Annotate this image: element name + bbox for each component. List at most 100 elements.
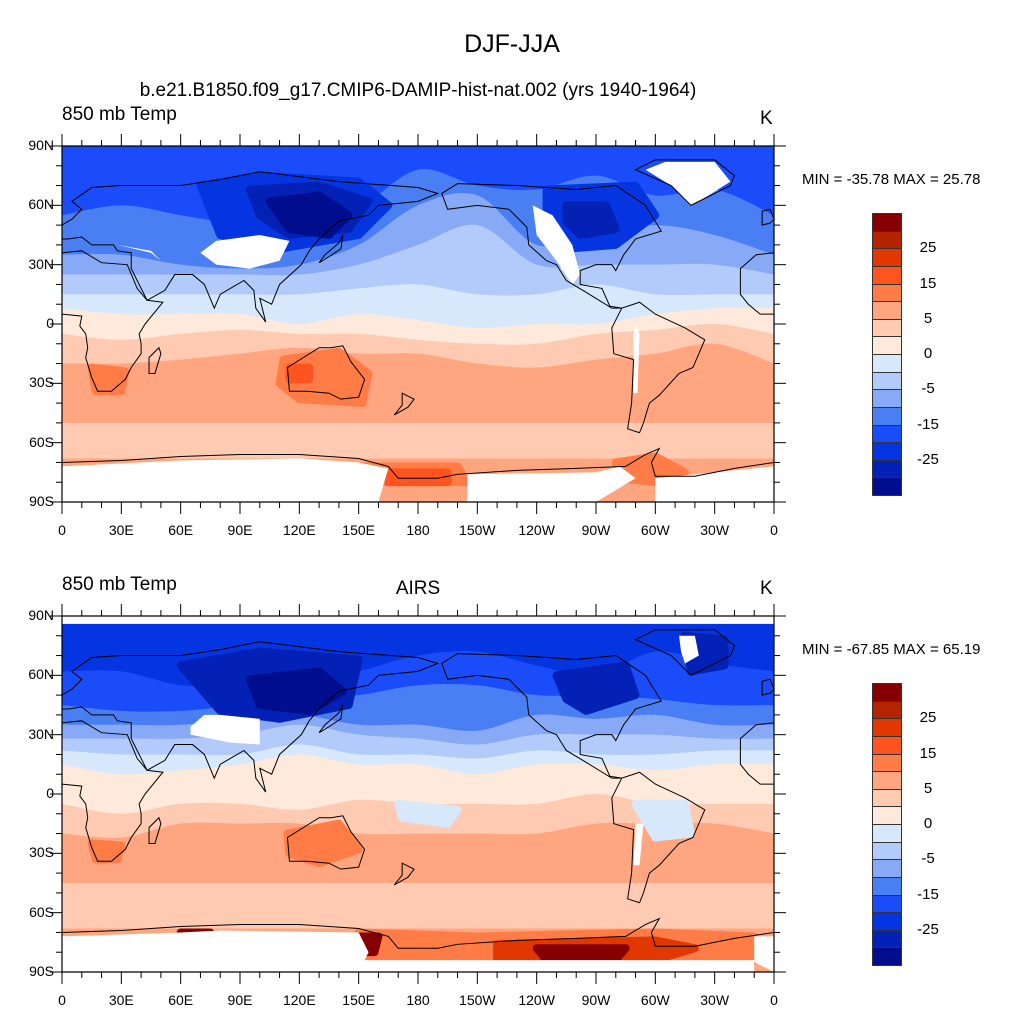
lon-label: 150W bbox=[459, 522, 496, 538]
colorbar-box bbox=[872, 336, 902, 355]
lon-label: 120W bbox=[518, 522, 555, 538]
lat-label: 0 bbox=[46, 785, 54, 801]
missing-data-mask bbox=[679, 635, 699, 664]
lon-label: 30W bbox=[700, 522, 730, 538]
colorbar-box bbox=[872, 824, 902, 843]
coastline-antarctica bbox=[62, 449, 774, 479]
lon-label: 60W bbox=[640, 992, 670, 1008]
coastline-australia bbox=[287, 346, 364, 399]
coastline-greenland bbox=[636, 630, 735, 675]
contour-fill bbox=[552, 661, 640, 715]
lat-label: 60N bbox=[28, 196, 54, 213]
colorbar-box bbox=[872, 912, 902, 931]
lat-label: 90N bbox=[28, 607, 54, 623]
contour-fill bbox=[285, 363, 314, 384]
missing-data-mask bbox=[532, 205, 581, 285]
coastline-japan bbox=[319, 235, 343, 263]
colorbar-box bbox=[872, 876, 902, 896]
contour-fill bbox=[394, 799, 462, 828]
colorbar-box bbox=[872, 389, 902, 408]
contour-fill bbox=[562, 201, 620, 239]
coastline-samerica bbox=[612, 772, 705, 903]
panel2-units: K bbox=[760, 578, 773, 599]
panel1-units: K bbox=[760, 108, 773, 129]
temperature-field bbox=[62, 616, 774, 972]
colorbar-label: -25 bbox=[917, 450, 939, 468]
coastline-namerica bbox=[442, 184, 662, 309]
lat-label: 90S bbox=[29, 493, 54, 509]
panel1-center-string: b.e21.B1850.f09_g17.CMIP6-DAMIP-hist-nat… bbox=[139, 80, 697, 101]
panel1-map bbox=[62, 146, 774, 502]
lon-label: 0 bbox=[58, 992, 66, 1008]
colorbar-box bbox=[872, 700, 902, 720]
lon-label: 30E bbox=[108, 522, 134, 538]
colorbar-box bbox=[872, 929, 902, 949]
coastline-eurasia bbox=[62, 642, 438, 792]
coastline-africa bbox=[62, 721, 163, 861]
missing-data-mask bbox=[358, 960, 755, 972]
lat-label: 30S bbox=[29, 844, 54, 861]
colorbar-box bbox=[872, 753, 902, 773]
lon-label: 120W bbox=[518, 992, 555, 1008]
coastline-madagascar bbox=[149, 818, 161, 844]
coastline-africa bbox=[62, 251, 163, 391]
missing-data-mask bbox=[633, 823, 644, 866]
contour-fill bbox=[62, 883, 774, 929]
colorbar-box bbox=[872, 371, 902, 391]
lat-label: 30N bbox=[28, 255, 54, 272]
lon-label: 150E bbox=[342, 992, 375, 1008]
colorbar-box bbox=[872, 248, 902, 267]
colorbar-label: -25 bbox=[917, 920, 939, 938]
missing-data-mask bbox=[62, 616, 774, 624]
lon-label: 120E bbox=[282, 522, 316, 538]
lon-label: 150W bbox=[459, 992, 496, 1008]
missing-data-mask bbox=[754, 936, 774, 972]
colorbar-box bbox=[872, 406, 902, 426]
coastline-newzealand bbox=[394, 863, 414, 885]
lon-label: 120E bbox=[282, 992, 316, 1008]
coastline-uk bbox=[762, 679, 774, 695]
lon-label: 180 bbox=[406, 992, 430, 1008]
lon-label: 0 bbox=[58, 522, 66, 538]
colorbar-label: -5 bbox=[921, 850, 935, 868]
colorbar-box bbox=[872, 718, 902, 737]
colorbar-box bbox=[872, 806, 902, 825]
coastlines bbox=[62, 160, 774, 478]
contour-fill bbox=[384, 468, 452, 487]
missing-data-mask bbox=[200, 235, 290, 269]
lon-label: 90E bbox=[227, 992, 253, 1008]
coastline-newzealand bbox=[394, 393, 414, 415]
missing-data-mask bbox=[62, 458, 389, 502]
missing-data-mask bbox=[117, 244, 161, 261]
lon-label: 60W bbox=[640, 522, 670, 538]
coastline-namerica bbox=[442, 654, 662, 779]
colorbar-label: 25 bbox=[919, 239, 937, 257]
lon-label: 150E bbox=[342, 522, 375, 538]
colorbar-label: -15 bbox=[917, 885, 939, 903]
colorbar-label: -15 bbox=[917, 415, 939, 433]
lon-label: 180 bbox=[406, 522, 430, 538]
colorbar-box bbox=[872, 841, 902, 861]
colorbar-label: -5 bbox=[921, 380, 935, 398]
panel2-colorbar: 25 15 5 0 -5 -15 -25 bbox=[872, 683, 939, 966]
lat-label: 60S bbox=[29, 903, 54, 920]
lon-label: 0 bbox=[770, 992, 778, 1008]
lon-label: 90W bbox=[581, 992, 611, 1008]
contour-fill bbox=[245, 667, 347, 715]
coastline-uk bbox=[762, 209, 774, 225]
lat-label: 0 bbox=[46, 315, 54, 331]
colorbar-label: 5 bbox=[923, 779, 933, 797]
lon-label: 90W bbox=[581, 522, 611, 538]
missing-data-mask bbox=[645, 161, 731, 206]
coastline-greenland bbox=[636, 160, 735, 205]
missing-data-mask bbox=[190, 714, 260, 745]
colorbar-box bbox=[872, 735, 902, 755]
missing-data-mask bbox=[655, 466, 774, 502]
panel2-map bbox=[62, 616, 774, 972]
colorbar-box bbox=[872, 788, 902, 808]
contour-fill bbox=[631, 799, 695, 842]
colorbar-box bbox=[872, 424, 902, 444]
lat-label: 60S bbox=[29, 433, 54, 450]
panel1-left-string: 850 mb Temp bbox=[62, 104, 177, 125]
colorbar-label: 15 bbox=[919, 744, 937, 762]
